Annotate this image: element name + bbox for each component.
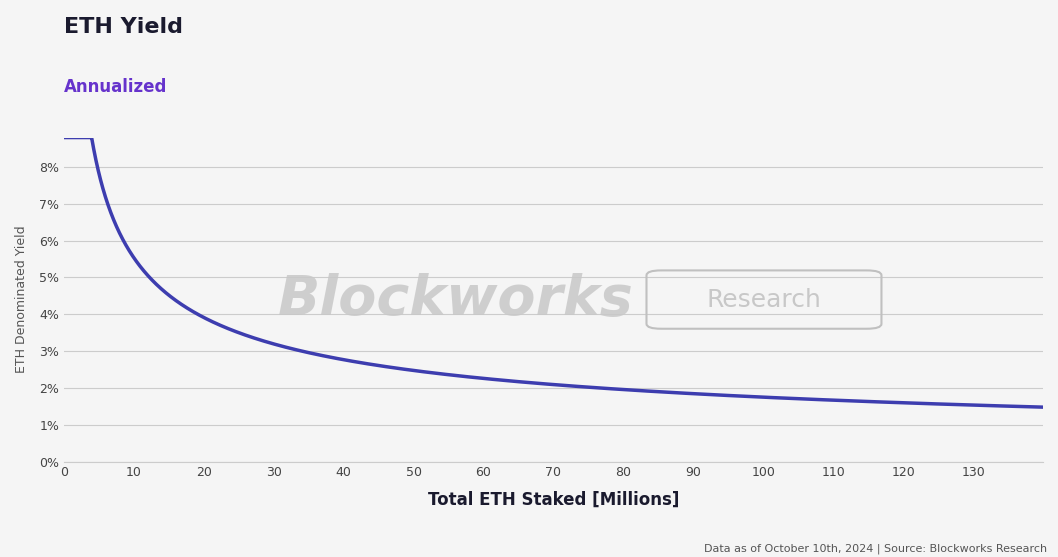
- X-axis label: Total ETH Staked [Millions]: Total ETH Staked [Millions]: [427, 491, 679, 509]
- Text: ETH Yield: ETH Yield: [63, 17, 183, 37]
- Y-axis label: ETH Denominated Yield: ETH Denominated Yield: [15, 226, 28, 373]
- Text: Blockworks: Blockworks: [277, 272, 634, 326]
- Text: Data as of October 10th, 2024 | Source: Blockworks Research: Data as of October 10th, 2024 | Source: …: [705, 544, 1047, 554]
- Text: Research: Research: [707, 287, 821, 311]
- Text: Annualized: Annualized: [63, 78, 167, 96]
